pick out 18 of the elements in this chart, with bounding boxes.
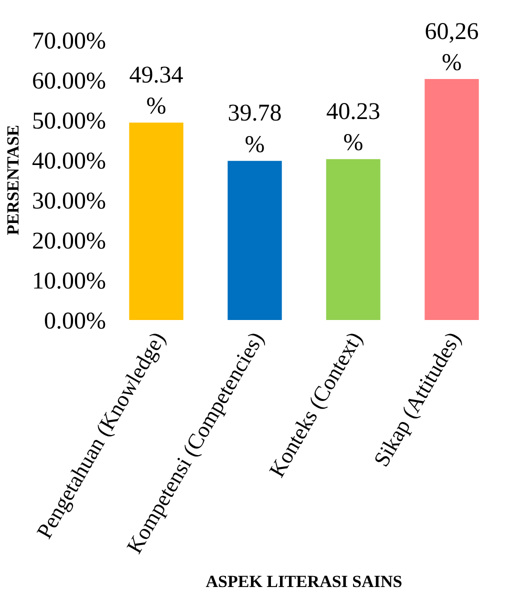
data-label: 49.34 % (129, 62, 184, 120)
data-label: 39.78 % (228, 100, 282, 158)
y-tick-label: 30.00% (32, 188, 106, 214)
y-tick-label: 50.00% (32, 108, 106, 134)
y-axis-title: PERSENTASE (4, 124, 23, 236)
y-tick-label: 40.00% (32, 148, 106, 174)
x-axis-title: ASPEK LITERASI SAINS (206, 572, 402, 591)
y-tick-label: 10.00% (32, 268, 106, 294)
bar (326, 159, 380, 320)
y-tick-label: 0.00% (44, 308, 106, 334)
data-label: 40.23 % (326, 98, 380, 156)
bar (424, 78, 479, 320)
bar (129, 122, 184, 320)
y-tick-label: 70.00% (32, 28, 106, 54)
y-tick-label: 60.00% (32, 68, 106, 94)
data-label: 60,26 % (424, 18, 479, 76)
bar (228, 160, 282, 320)
y-tick-label: 20.00% (32, 228, 106, 254)
